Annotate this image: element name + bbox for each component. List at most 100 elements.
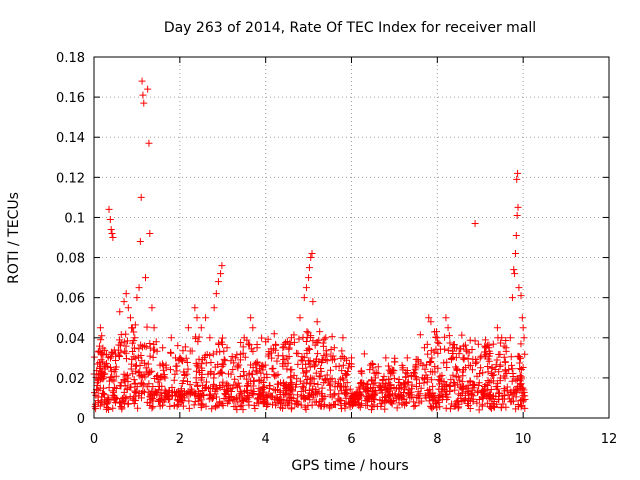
data-point [273,395,281,403]
data-point [391,358,399,366]
data-point [342,389,350,397]
data-point [161,374,169,382]
data-point [159,366,167,374]
data-point [129,347,137,355]
data-point [464,387,472,395]
data-point [298,383,306,391]
data-point [131,321,139,329]
data-point [500,391,508,399]
data-point [159,344,167,352]
data-point [236,402,244,410]
data-point [221,390,229,398]
data-point [296,314,304,322]
data-point [214,278,222,286]
data-point [448,355,456,363]
data-point [195,355,203,363]
data-point [281,360,289,368]
data-point [130,328,138,336]
x-axis-label: GPS time / hours [291,458,408,474]
data-point [515,284,523,292]
data-point [131,379,139,387]
data-point [427,318,435,326]
data-point [517,397,525,405]
data-point [501,374,509,382]
data-point [321,375,329,383]
data-point [220,347,228,355]
data-point [453,344,461,352]
data-point [395,393,403,401]
data-point [411,402,419,410]
data-point [402,373,410,381]
data-point [419,361,427,369]
data-point [403,354,411,362]
data-point [303,376,311,384]
data-point [212,402,220,410]
data-point [311,341,319,349]
data-point [112,356,120,364]
data-point [445,332,453,340]
data-point [150,340,158,348]
data-point [268,354,276,362]
data-point [493,356,501,364]
data-point [306,363,314,371]
data-point [126,314,134,322]
data-point [298,353,306,361]
data-point [514,385,522,393]
data-point [326,366,334,374]
data-point [464,355,472,363]
data-point [151,346,159,354]
data-point [468,366,476,374]
data-point [228,353,236,361]
data-point [430,328,438,336]
data-point [197,403,205,411]
data-point [235,361,243,369]
data-point [446,388,454,396]
data-point [508,361,516,369]
data-point [118,394,126,402]
data-point [503,370,511,378]
data-point [421,365,429,373]
data-point [118,404,126,412]
data-point [162,388,170,396]
data-point [109,387,117,395]
data-point [96,342,104,350]
data-point [395,385,403,393]
data-point [366,366,374,374]
data-point [337,397,345,405]
data-point [197,324,205,332]
data-point [151,374,159,382]
data-point [241,353,249,361]
data-point [218,382,226,390]
data-point [511,270,519,278]
data-point [384,362,392,370]
data-point [232,394,240,402]
data-point [295,335,303,343]
data-point [355,383,363,391]
data-point [253,340,261,348]
data-point [255,384,263,392]
data-point [173,362,181,370]
data-point [270,345,278,353]
data-point [519,324,527,332]
data-point [337,354,345,362]
data-point [236,372,244,380]
data-point [317,372,325,380]
data-point [228,384,236,392]
data-point [442,314,450,322]
data-point [362,388,370,396]
data-point [453,365,461,373]
data-point [356,390,364,398]
data-point [507,398,515,406]
data-point [247,386,255,394]
data-point [318,396,326,404]
data-point [207,368,215,376]
data-point [401,401,409,409]
data-point [520,386,528,394]
data-point [108,229,116,237]
data-point [339,361,347,369]
data-point [310,358,318,366]
data-point [471,219,479,227]
data-point [302,284,310,292]
data-point [251,405,259,413]
data-point [299,364,307,372]
